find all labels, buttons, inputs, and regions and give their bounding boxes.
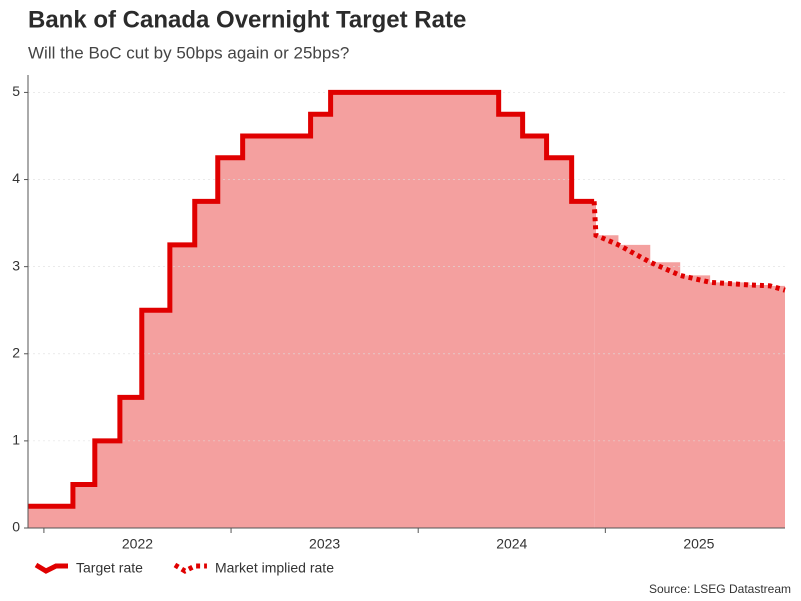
- y-tick-label: 3: [12, 257, 20, 273]
- area: [594, 201, 785, 528]
- y-tick-label: 5: [12, 83, 20, 99]
- line: [28, 89, 595, 509]
- x-tick-label: 2023: [309, 536, 340, 552]
- x-tick-label: 2022: [122, 536, 153, 552]
- chart-title: Bank of Canada Overnight Target Rate: [28, 6, 466, 33]
- area: [28, 92, 595, 528]
- y-tick-label: 2: [12, 344, 20, 360]
- x-tick-label: 2024: [496, 536, 527, 552]
- chart-subtitle: Will the BoC cut by 50bps again or 25bps…: [28, 43, 349, 62]
- line: [591, 201, 786, 293]
- legend-label: Market implied rate: [215, 560, 334, 576]
- legend-swatch: [34, 562, 68, 574]
- source: Source: LSEG Datastream: [649, 582, 791, 596]
- legend-label: Target rate: [76, 560, 143, 576]
- legend-swatch: [173, 562, 207, 574]
- y-tick-label: 0: [12, 519, 20, 535]
- y-tick-label: 1: [12, 432, 20, 448]
- x-tick-label: 2025: [683, 536, 714, 552]
- y-tick-label: 4: [12, 170, 20, 186]
